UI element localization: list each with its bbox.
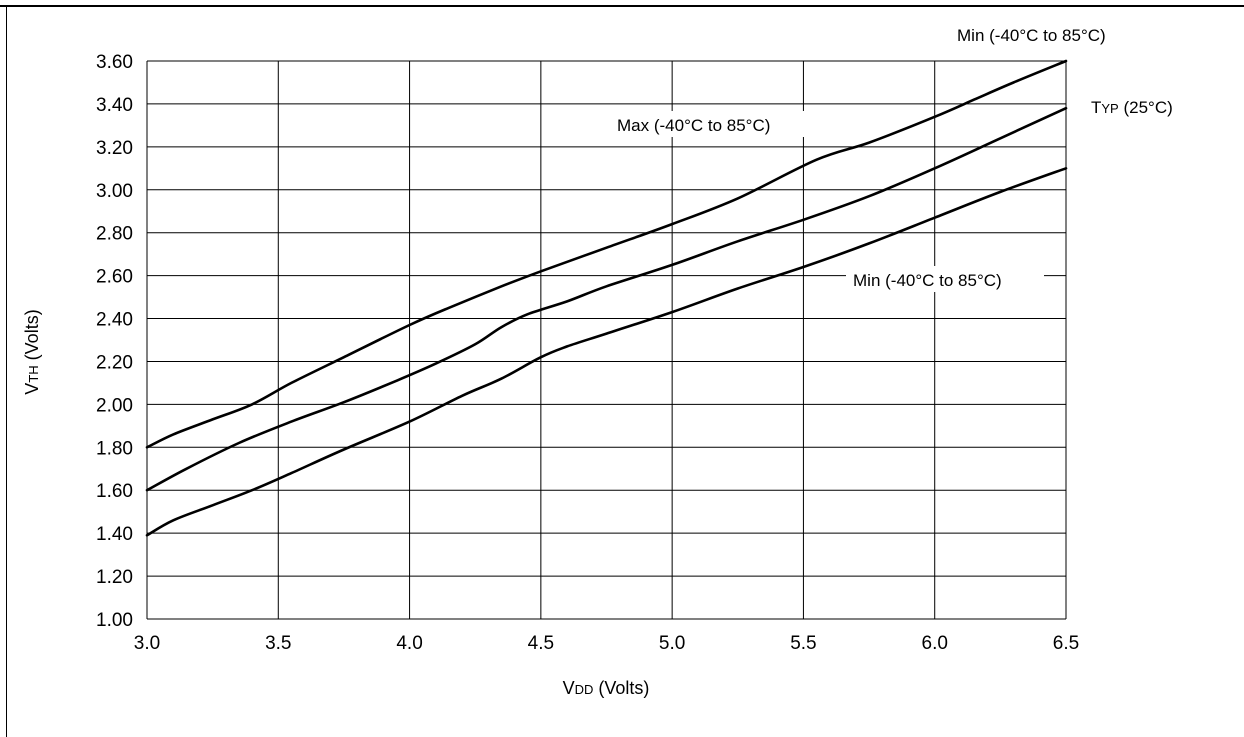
- annotation-max-bg: [612, 111, 810, 137]
- x-tick-label: 3.0: [134, 633, 160, 654]
- y-tick-label: 2.80: [96, 224, 133, 245]
- x-tick-label: 5.5: [790, 633, 816, 654]
- y-tick-label: 2.00: [96, 395, 133, 416]
- y-tick-label: 3.40: [96, 95, 133, 116]
- x-tick-label: 4.0: [396, 633, 422, 654]
- annotation-min-right-bg: [846, 266, 1044, 292]
- y-tick-label: 1.00: [96, 610, 133, 631]
- y-tick-label: 2.40: [96, 310, 133, 331]
- y-tick-label: 2.60: [96, 267, 133, 288]
- y-tick-label: 3.00: [96, 181, 133, 202]
- annotation-max: Max (-40°C to 85°C): [617, 116, 770, 135]
- series-curves: [145, 59, 1068, 537]
- y-tick-label: 1.40: [96, 524, 133, 545]
- y-tick-label: 2.20: [96, 352, 133, 373]
- annotation-typ: TYP (25°C): [1091, 98, 1173, 117]
- annotation-min-right: Min (-40°C to 85°C): [853, 271, 1002, 290]
- y-tick-label: 3.60: [96, 52, 133, 73]
- series-line-1: [145, 106, 1068, 492]
- y-tick-label: 1.60: [96, 481, 133, 502]
- series-line-0: [145, 59, 1068, 449]
- y-tick-label: 1.80: [96, 438, 133, 459]
- x-axis-title: VDD (Volts): [563, 678, 650, 698]
- y-axis-title: VTH (Volts): [22, 309, 42, 394]
- y-tick-label: 3.20: [96, 138, 133, 159]
- tick-labels: 1.00 1.20 1.40 1.60 1.80 2.00 2.20 2.40 2.60 2.80…: [96, 52, 1079, 654]
- x-tick-label: 4.5: [528, 633, 554, 654]
- grid: [146, 60, 1067, 620]
- x-tick-label: 3.5: [265, 633, 291, 654]
- x-tick-label: 6.5: [1053, 633, 1079, 654]
- annotation-min-top: Min (-40°C to 85°C): [957, 26, 1106, 45]
- x-tick-label: 5.0: [659, 633, 685, 654]
- series-line-2: [145, 167, 1068, 537]
- x-tick-label: 6.0: [922, 633, 948, 654]
- y-tick-label: 1.20: [96, 567, 133, 588]
